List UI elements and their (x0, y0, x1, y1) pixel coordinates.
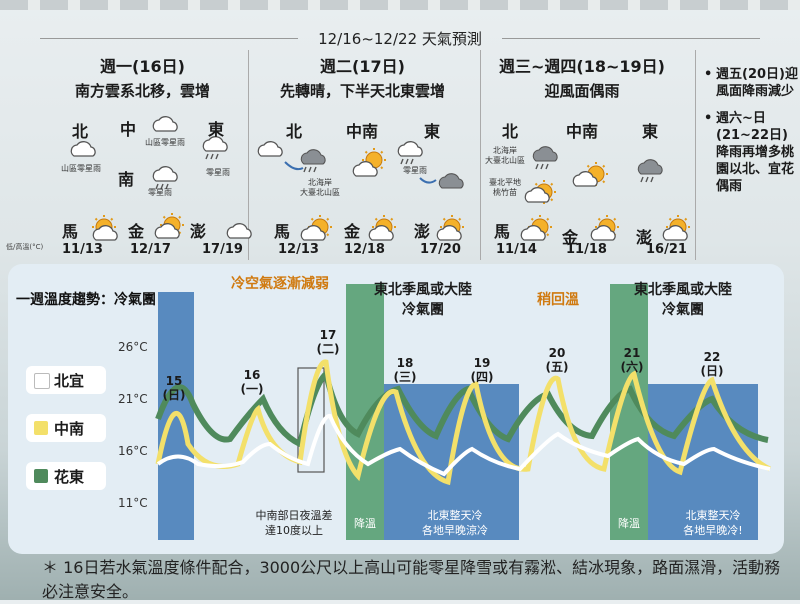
phase-label: 稍回溫 (537, 292, 579, 308)
legend-north: 北宜 (26, 366, 106, 394)
wed-thu-icons (520, 146, 691, 241)
phase-label: 東北季風或大陸冷氣團 (634, 282, 732, 318)
phase-label: 冷空氣逐漸減弱 (231, 276, 329, 292)
island-penghu: 澎 (414, 222, 431, 241)
legend-central: 中南 (26, 414, 106, 442)
day-label: 19 (四) (470, 356, 494, 384)
north-note: 山區零星雨 (61, 164, 101, 173)
region-north: 北 (286, 122, 303, 141)
legend-swatch (34, 469, 48, 483)
trend-chart (155, 284, 772, 540)
temp-range: 17/20 (420, 242, 461, 257)
temp-range: 11/18 (566, 242, 607, 257)
temp-legend-note: 低/高溫(°C) (6, 243, 44, 251)
region-central: 中 (120, 120, 137, 139)
note-cold: 北東整天冷 各地早晚冷! (683, 509, 743, 537)
north-note-plain: 臺北平地 桃竹苗 (489, 178, 521, 197)
day-label: 15 (日) (162, 374, 186, 402)
region-north: 北 (502, 122, 519, 141)
day-label: 22 (日) (700, 350, 724, 378)
region-east: 東 (642, 122, 659, 141)
legend-east: 花東 (26, 462, 106, 490)
phase-label: 東北季風或大陸冷氣團 (374, 282, 472, 318)
forecast-tuesday: 週二(17日) 先轉晴，下半天北東雲增 (250, 48, 475, 260)
day-label: 21 (六) (620, 346, 644, 374)
footnote: ＊ 16日若水氣溫度條件配合，3000公尺以上高山可能零星降雪或有霧淞、結冰現象… (42, 558, 781, 601)
side-notes: 週五(20日)迎風面降雨減少 週六~日(21~22日)降雨再增多桃園以北、宜花偶… (702, 66, 800, 205)
region-east: 東 (424, 122, 441, 141)
east-note: 零星雨 (403, 166, 427, 175)
east-note: 零星雨 (206, 168, 230, 177)
temp-range: 12/18 (344, 242, 385, 257)
weather-icons (70, 116, 691, 241)
island-penghu: 澎 (190, 222, 207, 241)
note-cooling: 降溫 (354, 517, 376, 530)
day-title: 週一(16日) (100, 57, 185, 76)
series-central (155, 359, 772, 486)
temp-range: 16/21 (646, 242, 687, 257)
day-label: 18 (三) (393, 356, 417, 384)
island-matsu: 馬 (494, 222, 511, 241)
day-desc: 先轉晴，下半天北東雲增 (279, 82, 445, 100)
monday-icons (70, 116, 252, 241)
temp-range: 12/13 (278, 242, 319, 257)
forecast-wed-thu: 週三~週四(18~19日) 迎風面偶雨 (482, 48, 682, 260)
forecast-title: 12/16~12/22 天氣預測 (0, 28, 800, 49)
north-note: 北海岸 大臺北山區 (300, 178, 340, 197)
temp-range: 11/13 (62, 242, 103, 257)
day-title: 週二(17日) (320, 57, 405, 76)
temp-range: 12/17 (130, 242, 171, 257)
island-kinmen: 金 (344, 222, 361, 241)
island-kinmen: 金 (562, 228, 579, 247)
legend-swatch (34, 421, 48, 435)
central-note: 山區零星雨 (145, 138, 185, 147)
region-east: 東 (208, 120, 225, 139)
divider (248, 50, 249, 260)
header-strip (0, 0, 800, 10)
temperature-trend-panel: 一週溫度趨勢：冷氣團 冷空氣逐漸減弱 東北季風或大陸冷氣團 稍回溫 東北季風或大… (8, 264, 784, 554)
island-matsu: 馬 (274, 222, 291, 241)
y-tick: 21°C (118, 392, 148, 406)
side-note-fri: 週五(20日)迎風面降雨減少 (702, 66, 800, 100)
north-note-coast: 北海岸 大臺北山區 (485, 146, 525, 165)
y-tick: 16°C (118, 444, 148, 458)
divider (480, 50, 481, 260)
temp-range: 11/14 (496, 242, 537, 257)
day-desc: 南方雲系北移，雲增 (74, 82, 210, 100)
day-title: 週三~週四(18~19日) (499, 57, 665, 76)
forecast-monday: 週一(16日) 南方雲系北移，雲增 (40, 48, 245, 260)
note-day-night: 中南部日夜溫差 達10度以上 (255, 509, 333, 537)
series-north (156, 414, 771, 477)
region-central-south: 中南 (346, 122, 379, 141)
region-central-south: 中南 (566, 122, 599, 141)
region-north: 北 (72, 122, 89, 141)
island-penghu: 澎 (636, 228, 653, 247)
tuesday-icons (257, 141, 465, 241)
temp-range: 17/19 (202, 242, 243, 257)
side-note-weekend: 週六~日(21~22日)降雨再增多桃園以北、宜花偶雨 (702, 110, 800, 195)
day-desc: 迎風面偶雨 (544, 82, 620, 100)
note-cold: 北東整天冷 各地早晚涼冷 (422, 509, 488, 537)
day-label: 20 (五) (545, 346, 569, 374)
panel-heading: 一週溫度趨勢：冷氣團 (16, 292, 156, 308)
legend-swatch (34, 373, 50, 389)
island-kinmen: 金 (128, 222, 145, 241)
day-label: 16 (一) (240, 368, 264, 396)
south-note: 零星雨 (148, 188, 172, 197)
day-label: 17 (二) (316, 328, 340, 356)
region-south: 南 (118, 170, 135, 189)
island-matsu: 馬 (62, 222, 79, 241)
note-cooling: 降溫 (618, 517, 640, 530)
y-tick: 11°C (118, 496, 148, 510)
y-tick: 26°C (118, 340, 148, 354)
divider (695, 50, 696, 260)
